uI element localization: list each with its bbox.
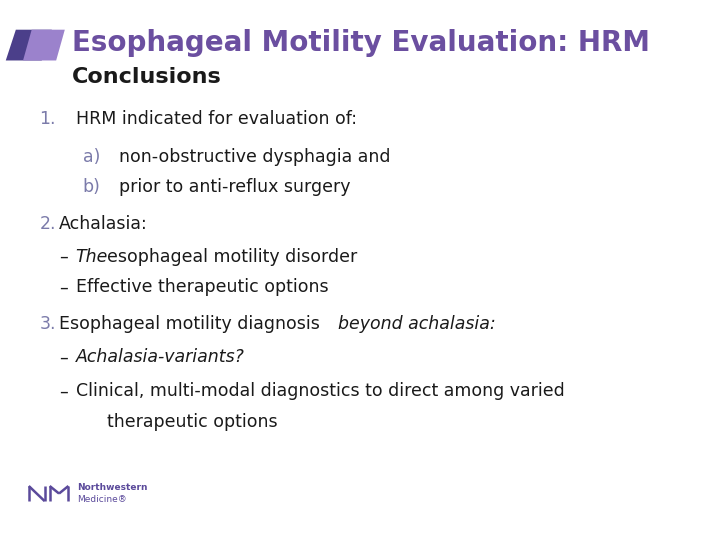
Text: Esophageal Motility Evaluation: HRM: Esophageal Motility Evaluation: HRM — [72, 29, 650, 57]
Text: –: – — [59, 247, 68, 266]
Text: esophageal motility disorder: esophageal motility disorder — [107, 247, 357, 266]
Text: Clinical, multi-modal diagnostics to direct among varied: Clinical, multi-modal diagnostics to dir… — [76, 382, 564, 401]
Text: Effective therapeutic options: Effective therapeutic options — [76, 278, 328, 296]
Text: 1.: 1. — [40, 110, 56, 128]
Text: prior to anti-reflux surgery: prior to anti-reflux surgery — [119, 178, 351, 197]
Text: Achalasia-variants?: Achalasia-variants? — [76, 348, 245, 367]
Text: –: – — [59, 278, 68, 296]
Text: b): b) — [83, 178, 101, 197]
Text: a): a) — [83, 147, 100, 166]
Text: 2.: 2. — [40, 215, 56, 233]
Text: Achalasia:: Achalasia: — [59, 215, 148, 233]
Text: non-obstructive dysphagia and: non-obstructive dysphagia and — [119, 147, 390, 166]
Text: –: – — [59, 348, 68, 367]
Text: HRM indicated for evaluation of:: HRM indicated for evaluation of: — [76, 110, 356, 128]
Text: therapeutic options: therapeutic options — [107, 413, 277, 431]
Polygon shape — [6, 30, 52, 60]
Text: Northwestern: Northwestern — [77, 483, 148, 492]
Text: –: – — [59, 382, 68, 401]
Text: Conclusions: Conclusions — [72, 66, 222, 87]
Text: The: The — [76, 247, 108, 266]
Text: 3.: 3. — [40, 315, 56, 333]
Polygon shape — [23, 30, 65, 60]
Text: Medicine®: Medicine® — [77, 495, 127, 504]
Text: Esophageal motility diagnosis: Esophageal motility diagnosis — [59, 315, 320, 333]
Text: beyond achalasia:: beyond achalasia: — [338, 315, 496, 333]
